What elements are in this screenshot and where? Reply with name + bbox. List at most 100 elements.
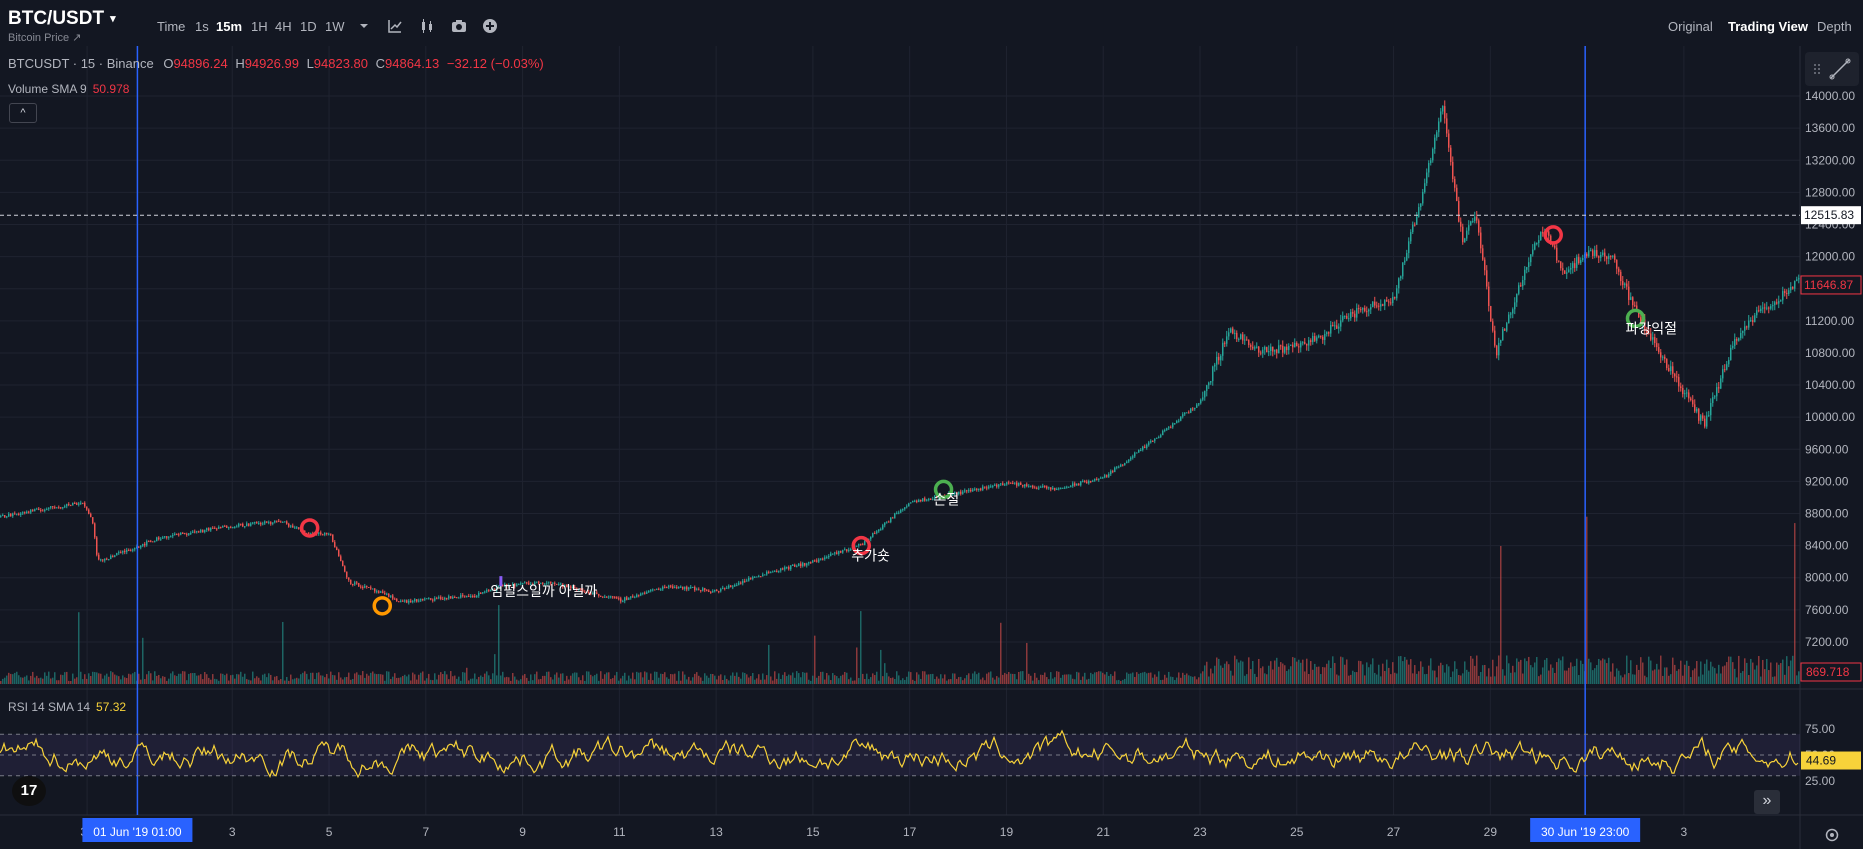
- annotation-circle-orange[interactable]: [372, 596, 393, 616]
- volume-bar: [164, 676, 166, 684]
- candle-body: [1670, 366, 1672, 372]
- price-axis-tick: 13200.00: [1805, 153, 1855, 167]
- candle-body: [210, 527, 212, 531]
- annotation-label[interactable]: 파강익절: [1625, 320, 1677, 336]
- candle-body: [396, 598, 398, 602]
- annotation-circle-red[interactable]: [851, 535, 872, 556]
- gear-icon[interactable]: [1824, 827, 1840, 843]
- candle-body: [812, 560, 814, 563]
- candle-body: [450, 596, 452, 599]
- volume-bar: [628, 675, 630, 684]
- candle-body: [192, 531, 194, 533]
- collapse-legend-button[interactable]: ^: [9, 103, 37, 123]
- volume-bar: [1676, 670, 1678, 684]
- timeframe-1h[interactable]: 1H: [251, 19, 268, 34]
- candle-body: [1124, 463, 1126, 465]
- volume-bar: [1482, 665, 1484, 684]
- volume-bar: [1512, 665, 1514, 684]
- candle-body: [1782, 291, 1784, 301]
- candle-body: [1064, 487, 1066, 489]
- candle-body: [586, 591, 588, 593]
- candle-body: [1014, 482, 1016, 484]
- volume-bar: [1174, 680, 1176, 684]
- volume-bar: [714, 675, 716, 684]
- candle-body: [976, 488, 978, 490]
- volume-bar: [846, 672, 848, 684]
- timeframe-1w[interactable]: 1W: [325, 19, 345, 34]
- candle-body: [782, 568, 784, 570]
- timeframe-15m[interactable]: 15m: [216, 19, 243, 34]
- annotation-circle-green[interactable]: [1625, 308, 1646, 329]
- annotation-circle-red[interactable]: [299, 518, 320, 538]
- view-depth[interactable]: Depth: [1817, 19, 1852, 34]
- volume-bar: [22, 677, 24, 684]
- timeframe-1d[interactable]: 1D: [300, 19, 317, 34]
- candle-body: [534, 582, 536, 585]
- candle-body: [1336, 325, 1338, 329]
- candle-body: [776, 571, 778, 573]
- candle-body: [1504, 329, 1506, 331]
- camera-icon[interactable]: [450, 17, 468, 35]
- volume-bar: [572, 673, 574, 684]
- chevron-down-icon[interactable]: [355, 17, 373, 35]
- candle-body: [632, 596, 634, 598]
- annotation-label[interactable]: 손절: [934, 491, 960, 507]
- volume-bar: [338, 672, 340, 684]
- timeframe-1s[interactable]: 1s: [195, 19, 209, 34]
- candle-body: [974, 488, 976, 490]
- tradingview-logo[interactable]: 17: [12, 776, 46, 806]
- candle-body: [1784, 291, 1786, 294]
- candle-body: [64, 506, 66, 508]
- candle-body: [1790, 287, 1792, 291]
- timeframe-4h[interactable]: 4H: [275, 19, 292, 34]
- candle-body: [1130, 457, 1132, 460]
- candle-type-icon[interactable]: [418, 17, 436, 35]
- candle-body: [1462, 226, 1464, 243]
- indicator-icon[interactable]: [386, 17, 404, 35]
- volume-bar: [1552, 667, 1554, 684]
- drawing-tools-button[interactable]: [1805, 52, 1859, 86]
- volume-bar: [1092, 674, 1094, 684]
- annotation-circle-red[interactable]: [1543, 225, 1563, 245]
- volume-bar: [1594, 668, 1596, 684]
- volume-bar: [762, 673, 764, 684]
- candle-body: [818, 559, 820, 562]
- volume-bar: [776, 678, 778, 684]
- scroll-to-realtime-button[interactable]: »: [1754, 790, 1780, 814]
- volume-bar: [806, 672, 808, 684]
- volume-bar: [1608, 657, 1610, 684]
- candle-body: [1722, 369, 1724, 379]
- annotation-label[interactable]: 엄펄스일까 아닐까: [490, 583, 597, 599]
- candle-body: [610, 596, 612, 598]
- volume-bar: [642, 677, 644, 684]
- candle-body: [86, 506, 88, 510]
- volume-bar: [950, 679, 952, 684]
- candle-body: [168, 536, 170, 538]
- candle-body: [880, 529, 882, 531]
- volume-bar: [182, 671, 184, 684]
- volume-bar: [678, 671, 680, 684]
- symbol-selector[interactable]: BTC/USDT ▾: [8, 8, 116, 30]
- volume-bar: [1124, 678, 1126, 684]
- volume-bar: [102, 678, 104, 684]
- view-original[interactable]: Original: [1668, 19, 1713, 34]
- add-icon[interactable]: [481, 17, 499, 35]
- candle-body: [1236, 332, 1238, 340]
- timeframe-time[interactable]: Time: [157, 19, 186, 34]
- volume-bar: [552, 679, 554, 684]
- volume-bar: [1042, 675, 1044, 684]
- candle-body: [1558, 260, 1560, 262]
- volume-bar: [1182, 672, 1184, 684]
- candle-body: [642, 592, 644, 594]
- annotation-label[interactable]: 추가숏: [851, 548, 890, 564]
- candle-body: [1366, 311, 1368, 313]
- candle-body: [1520, 285, 1522, 287]
- candle-body: [582, 589, 584, 592]
- candle-body: [104, 558, 106, 561]
- candle-body: [342, 560, 344, 567]
- candle-body: [306, 532, 308, 534]
- symbol-subtitle-link[interactable]: Bitcoin Price ↗: [8, 32, 82, 44]
- annotation-circle-green[interactable]: [933, 479, 954, 500]
- view-trading-view[interactable]: Trading View: [1728, 19, 1808, 34]
